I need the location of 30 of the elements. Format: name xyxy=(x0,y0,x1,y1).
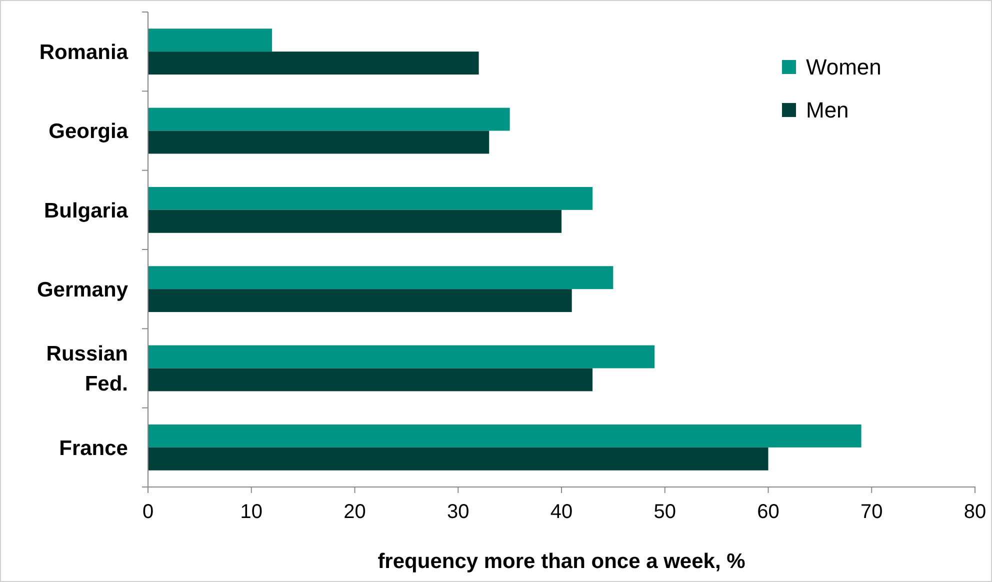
bar xyxy=(148,186,593,210)
bar xyxy=(148,289,572,312)
legend-label: Men xyxy=(806,98,849,123)
y-tick-label: Bulgaria xyxy=(44,199,128,222)
legend-label: Women xyxy=(806,54,882,80)
bar xyxy=(148,52,479,75)
x-tick-label: 10 xyxy=(240,501,262,523)
bar xyxy=(148,266,614,290)
x-tick-label: 30 xyxy=(447,501,470,523)
y-tick-label: Russian Fed. xyxy=(46,342,128,396)
bar xyxy=(148,424,862,448)
y-tick-label: Germany xyxy=(36,278,128,302)
y-tick-label: Georgia xyxy=(48,120,128,144)
bar xyxy=(148,447,768,470)
bar xyxy=(148,130,490,154)
y-tick-label: Romania xyxy=(39,40,128,64)
bar xyxy=(148,345,655,368)
bar xyxy=(148,368,593,392)
y-tick-label: France xyxy=(59,436,128,460)
x-tick-label: 0 xyxy=(142,501,154,523)
x-tick-label: 50 xyxy=(654,501,676,523)
x-tick-label: 60 xyxy=(757,501,780,523)
x-axis-title: frequency more than once a week, % xyxy=(378,550,746,573)
bar xyxy=(148,108,510,131)
bar xyxy=(148,28,272,52)
x-tick-label: 40 xyxy=(550,501,573,523)
x-tick-label: 20 xyxy=(344,501,366,523)
bar xyxy=(148,210,562,233)
x-tick-label: 70 xyxy=(860,501,883,523)
x-tick-label: 80 xyxy=(964,501,986,523)
